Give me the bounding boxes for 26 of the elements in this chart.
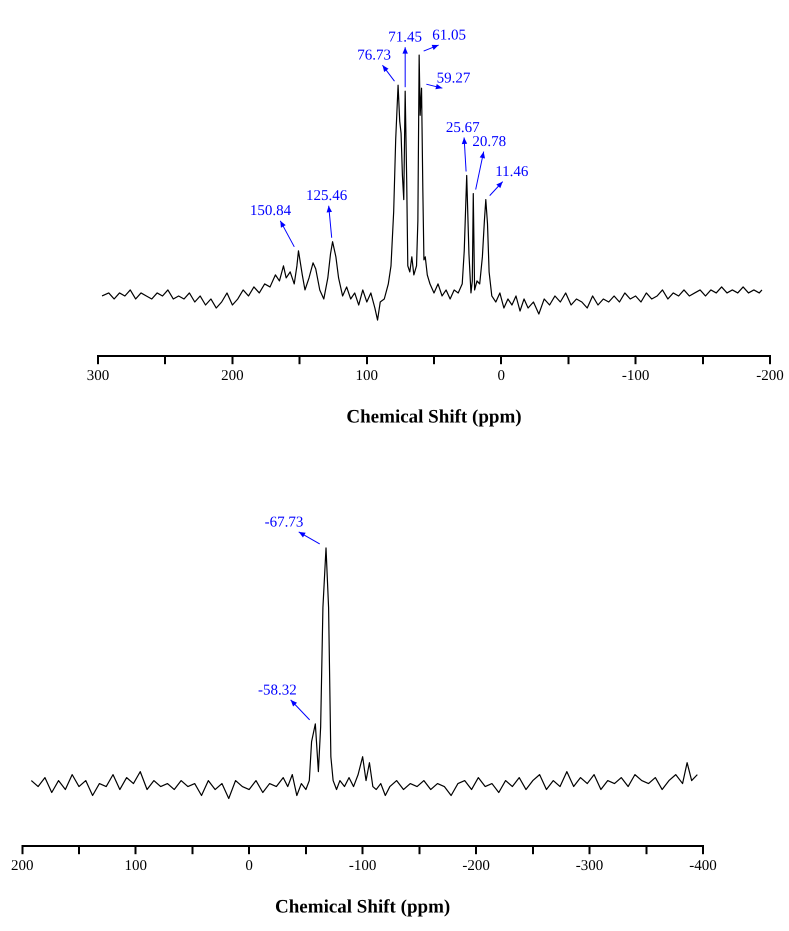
x-axis-title: Chemical Shift (ppm)	[346, 406, 522, 428]
x-tick-label: -100	[622, 368, 650, 384]
annotation: 11.46	[495, 164, 529, 180]
x-axis-title: Chemical Shift (ppm)	[275, 896, 450, 918]
annotation: 71.45	[388, 30, 422, 46]
annotation: -58.32	[258, 682, 297, 698]
x-tick-label: -400	[689, 858, 717, 874]
annotation: 20.78	[472, 134, 506, 150]
x-tick-label: 200	[11, 858, 34, 874]
x-tick-label: 100	[124, 858, 147, 874]
annotation: -67.73	[264, 514, 304, 530]
x-tick-label: 0	[245, 858, 253, 874]
annotation: 25.67	[446, 120, 480, 136]
x-tick-label: -300	[576, 858, 604, 874]
annotation: 125.46	[306, 188, 348, 204]
x-tick-label: 0	[497, 368, 505, 384]
annotation: 76.73	[357, 48, 391, 64]
x-tick-label: 100	[356, 368, 378, 384]
annotation: 61.05	[432, 27, 466, 44]
x-tick-label: -100	[348, 858, 376, 874]
x-tick-label: 300	[86, 368, 110, 384]
annotation: 150.84	[250, 203, 292, 220]
x-tick-label: 200	[221, 368, 244, 384]
x-tick-label: -200	[756, 368, 784, 384]
annotation: 59.27	[436, 70, 471, 87]
x-tick-label: -200	[462, 858, 490, 874]
